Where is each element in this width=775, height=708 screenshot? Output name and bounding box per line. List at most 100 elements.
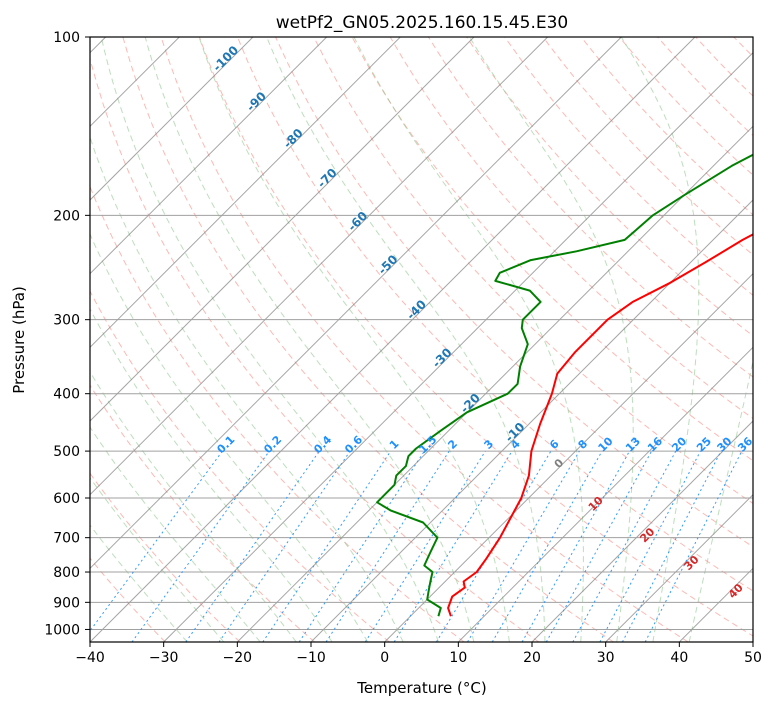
- y-tick-label: 600: [53, 491, 80, 507]
- isotherm-line: [90, 37, 328, 275]
- isotherm-line: [90, 37, 401, 349]
- mixing-ratio-label: 1.5: [416, 433, 439, 456]
- y-axis-label: Pressure (hPa): [10, 286, 28, 394]
- moist-adiabat-line: [90, 524, 188, 642]
- dry-adiabat-line: [351, 37, 753, 462]
- isotherm-line: [90, 37, 696, 642]
- dry-adiabat-line: [90, 56, 540, 642]
- x-tick-label: 0: [380, 650, 389, 666]
- series-layer: [376, 153, 753, 617]
- y-tick-label: 700: [53, 531, 80, 547]
- moist-adiabat-line: [90, 476, 225, 642]
- mixing-ratio-line: [467, 450, 580, 642]
- isotherm-line: [90, 37, 549, 496]
- moist-adiabat-line: [100, 37, 439, 642]
- dry-adiabat-line: [122, 37, 614, 642]
- mixing-ratio-line: [90, 450, 223, 632]
- mixing-ratio-line: [572, 450, 677, 642]
- moist-adiabat-line: [90, 232, 369, 642]
- dewpoint-profile-line: [376, 153, 753, 617]
- dry-adiabat-line: [695, 37, 753, 97]
- mixing-ratio-label: 8: [576, 437, 591, 452]
- moist-adiabat-zero-label: 0: [552, 456, 567, 471]
- y-tick-label: 900: [53, 595, 80, 611]
- mixing-ratio-label: 2: [445, 437, 460, 452]
- isotherm-label: -80: [281, 126, 306, 151]
- isotherm-line: [236, 125, 753, 642]
- y-tick-label: 500: [53, 444, 80, 460]
- dry-adiabat-line: [90, 384, 316, 642]
- y-tick-label: 400: [53, 387, 80, 403]
- isotherm-label: -60: [345, 209, 370, 234]
- moist-adiabat-line: [90, 135, 404, 642]
- x-tick-label: −10: [296, 650, 326, 666]
- dry-adiabat-line: [237, 37, 753, 592]
- isotherm-line: [163, 51, 753, 642]
- dry-adiabat-line: [160, 37, 689, 642]
- y-tick-label: 100: [53, 30, 80, 46]
- mixing-ratio-label: 3: [482, 437, 497, 452]
- isotherm-label: -100: [210, 43, 241, 74]
- dry-adiabat-line: [733, 37, 753, 58]
- chart-title: wetPf2_GN05.2025.160.15.45.E30: [276, 13, 568, 33]
- x-tick-label: 30: [597, 650, 615, 666]
- x-axis-label: Temperature (°C): [356, 679, 486, 697]
- isotherm-line: [752, 641, 753, 642]
- mixing-ratio-line: [131, 450, 270, 642]
- moist-adiabat-line: [469, 37, 634, 642]
- mixing-ratio-line: [521, 450, 630, 642]
- axes: −40 −30 −20 −10 0 10 20 30 40 5010020030040050060…: [44, 30, 762, 666]
- mixing-ratio-label: 25: [694, 435, 714, 455]
- dry-adiabat-line: [427, 37, 753, 378]
- dry-adiabat-line: [90, 290, 390, 642]
- isotherm-label: -70: [315, 166, 340, 191]
- mixing-ratio-line: [393, 450, 513, 642]
- moist-adiabat-line: [144, 37, 475, 642]
- dry-adiabat-line: [90, 472, 241, 642]
- dry-adiabat-line: [90, 185, 465, 642]
- mixing-ratio-label: 1: [387, 437, 402, 452]
- isotherm-line: [90, 37, 475, 422]
- moist-adiabat-line: [198, 37, 510, 642]
- dry-adiabat-line: [275, 37, 753, 548]
- isotherm-line: [384, 272, 753, 642]
- grid-layer: [90, 37, 753, 642]
- mixing-ratio-line: [621, 450, 722, 642]
- moist-adiabat-line: [266, 37, 546, 642]
- moist-adiabat-label: 20: [637, 525, 657, 545]
- mixing-ratio-label: 13: [623, 435, 643, 455]
- isotherm-line: [457, 346, 753, 642]
- isotherm-label: -40: [404, 297, 429, 322]
- dry-adiabat-line: [313, 37, 753, 505]
- isotherm-line: [90, 37, 622, 570]
- dry-adiabat-line: [389, 37, 753, 420]
- isotherm-line: [90, 37, 254, 201]
- y-tick-label: 200: [53, 208, 80, 224]
- mixing-ratio-label: 0.2: [261, 433, 284, 456]
- isotherm-label: -30: [429, 345, 454, 370]
- moist-adiabat-line: [90, 426, 261, 642]
- y-tick-label: 800: [53, 565, 80, 581]
- moist-adiabat-line: [353, 37, 584, 642]
- y-tick-label: 1000: [44, 622, 80, 638]
- mixing-ratio-line: [185, 450, 320, 642]
- moist-adiabat-line: [688, 358, 753, 642]
- plot-frame: [89, 36, 754, 643]
- mixing-ratio-label: 6: [547, 437, 562, 452]
- x-tick-label: 40: [670, 650, 688, 666]
- isotherm-line: [310, 199, 753, 642]
- moist-adiabat-line: [90, 370, 297, 642]
- mixing-ratio-label: 0.1: [214, 433, 237, 456]
- x-tick-label: 50: [744, 650, 762, 666]
- isotherm-label: -20: [458, 391, 483, 416]
- dry-adiabat-line: [504, 37, 753, 296]
- mixing-ratio-line: [262, 450, 392, 642]
- dry-adiabat-line: [657, 37, 753, 137]
- dry-adiabat-line: [198, 37, 753, 637]
- mixing-ratio-line: [218, 450, 351, 642]
- moist-adiabat-line: [90, 308, 333, 642]
- mixing-ratio-line: [545, 450, 653, 642]
- mixing-ratio-line: [491, 450, 603, 642]
- x-tick-label: −40: [75, 650, 105, 666]
